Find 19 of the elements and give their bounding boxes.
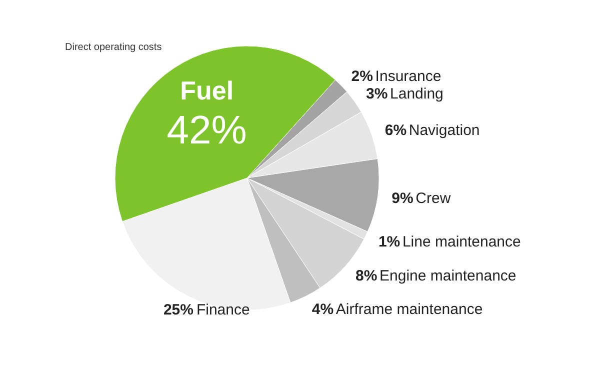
slice-label: Landing [390, 85, 444, 102]
data-label: 8% [356, 268, 378, 285]
data-label: 9% [392, 190, 414, 207]
data-label: 42% [166, 108, 247, 153]
data-label: 2% [351, 68, 373, 85]
data-label: 4% [312, 300, 334, 318]
data-label: 1% [378, 234, 400, 251]
slice-label: Airframe maintenance [336, 300, 483, 318]
slice-label: Crew [416, 190, 451, 207]
data-label: 3% [366, 85, 388, 102]
slice-label: Engine maintenance [380, 268, 516, 285]
slice-label: Navigation [408, 122, 480, 139]
slice-label: Line maintenance [402, 234, 521, 251]
slice-label: Insurance [375, 68, 442, 85]
slice-label: Fuel [180, 76, 234, 106]
data-label: 6% [384, 122, 407, 139]
data-label: 25% [163, 301, 194, 318]
slice-label: Finance [196, 301, 250, 318]
chart-title: Direct operating costs [65, 42, 162, 53]
